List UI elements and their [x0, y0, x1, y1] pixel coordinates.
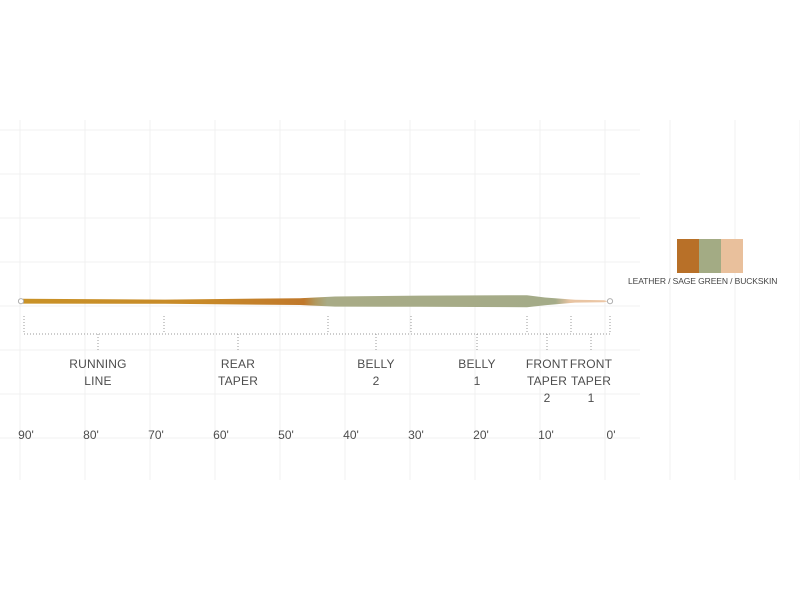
swatch-leather: [677, 239, 699, 273]
segment-label-line: 2: [372, 374, 380, 388]
axis-label-40: 40': [343, 428, 359, 442]
segment-ticks: [23, 316, 611, 352]
axis-label-70: 70': [148, 428, 164, 442]
segment-label-line: FRONT: [569, 357, 613, 371]
segment-label-line: BELLY: [357, 357, 395, 371]
axis-label-10: 10': [538, 428, 554, 442]
segment-label-front-taper-2: FRONT TAPER 2: [522, 356, 572, 407]
segment-label-line: TAPER: [217, 374, 259, 388]
segment-label-line: FRONT: [525, 357, 569, 371]
segment-label-line: TAPER: [570, 374, 612, 388]
axis-label-90: 90': [18, 428, 34, 442]
segment-label-line: 2: [543, 391, 551, 405]
fly-line-profile: [23, 295, 608, 308]
axis-label-0: 0': [606, 428, 616, 442]
line-end-loop-left: [17, 298, 25, 305]
segment-label-front-taper-1: FRONT TAPER 1: [569, 356, 613, 407]
axis-label-60: 60': [213, 428, 229, 442]
axis-label-30: 30': [408, 428, 424, 442]
segment-label-line: TAPER: [526, 374, 568, 388]
segment-label-line: REAR: [220, 357, 256, 371]
color-swatches: [677, 239, 743, 273]
segment-label-line: BELLY: [458, 357, 496, 371]
axis-label-20: 20': [473, 428, 489, 442]
segment-label-belly-1: BELLY 1: [437, 356, 517, 390]
segment-label-belly-2: BELLY 2: [336, 356, 416, 390]
axis-label-80: 80': [83, 428, 99, 442]
swatch-buckskin: [721, 239, 743, 273]
segment-label-line: 1: [473, 374, 481, 388]
segment-label-rear-taper: REAR TAPER: [198, 356, 278, 390]
swatch-sage-green: [699, 239, 721, 273]
color-caption: LEATHER / SAGE GREEN / BUCKSKIN: [628, 276, 778, 286]
segment-label-line: 1: [587, 391, 595, 405]
line-end-loop-right: [606, 298, 614, 305]
segment-label-line: RUNNING: [69, 357, 127, 371]
axis-label-50: 50': [278, 428, 294, 442]
segment-label-line: LINE: [84, 374, 112, 388]
segment-label-running-line: RUNNING LINE: [58, 356, 138, 390]
background-grid: [0, 120, 800, 480]
